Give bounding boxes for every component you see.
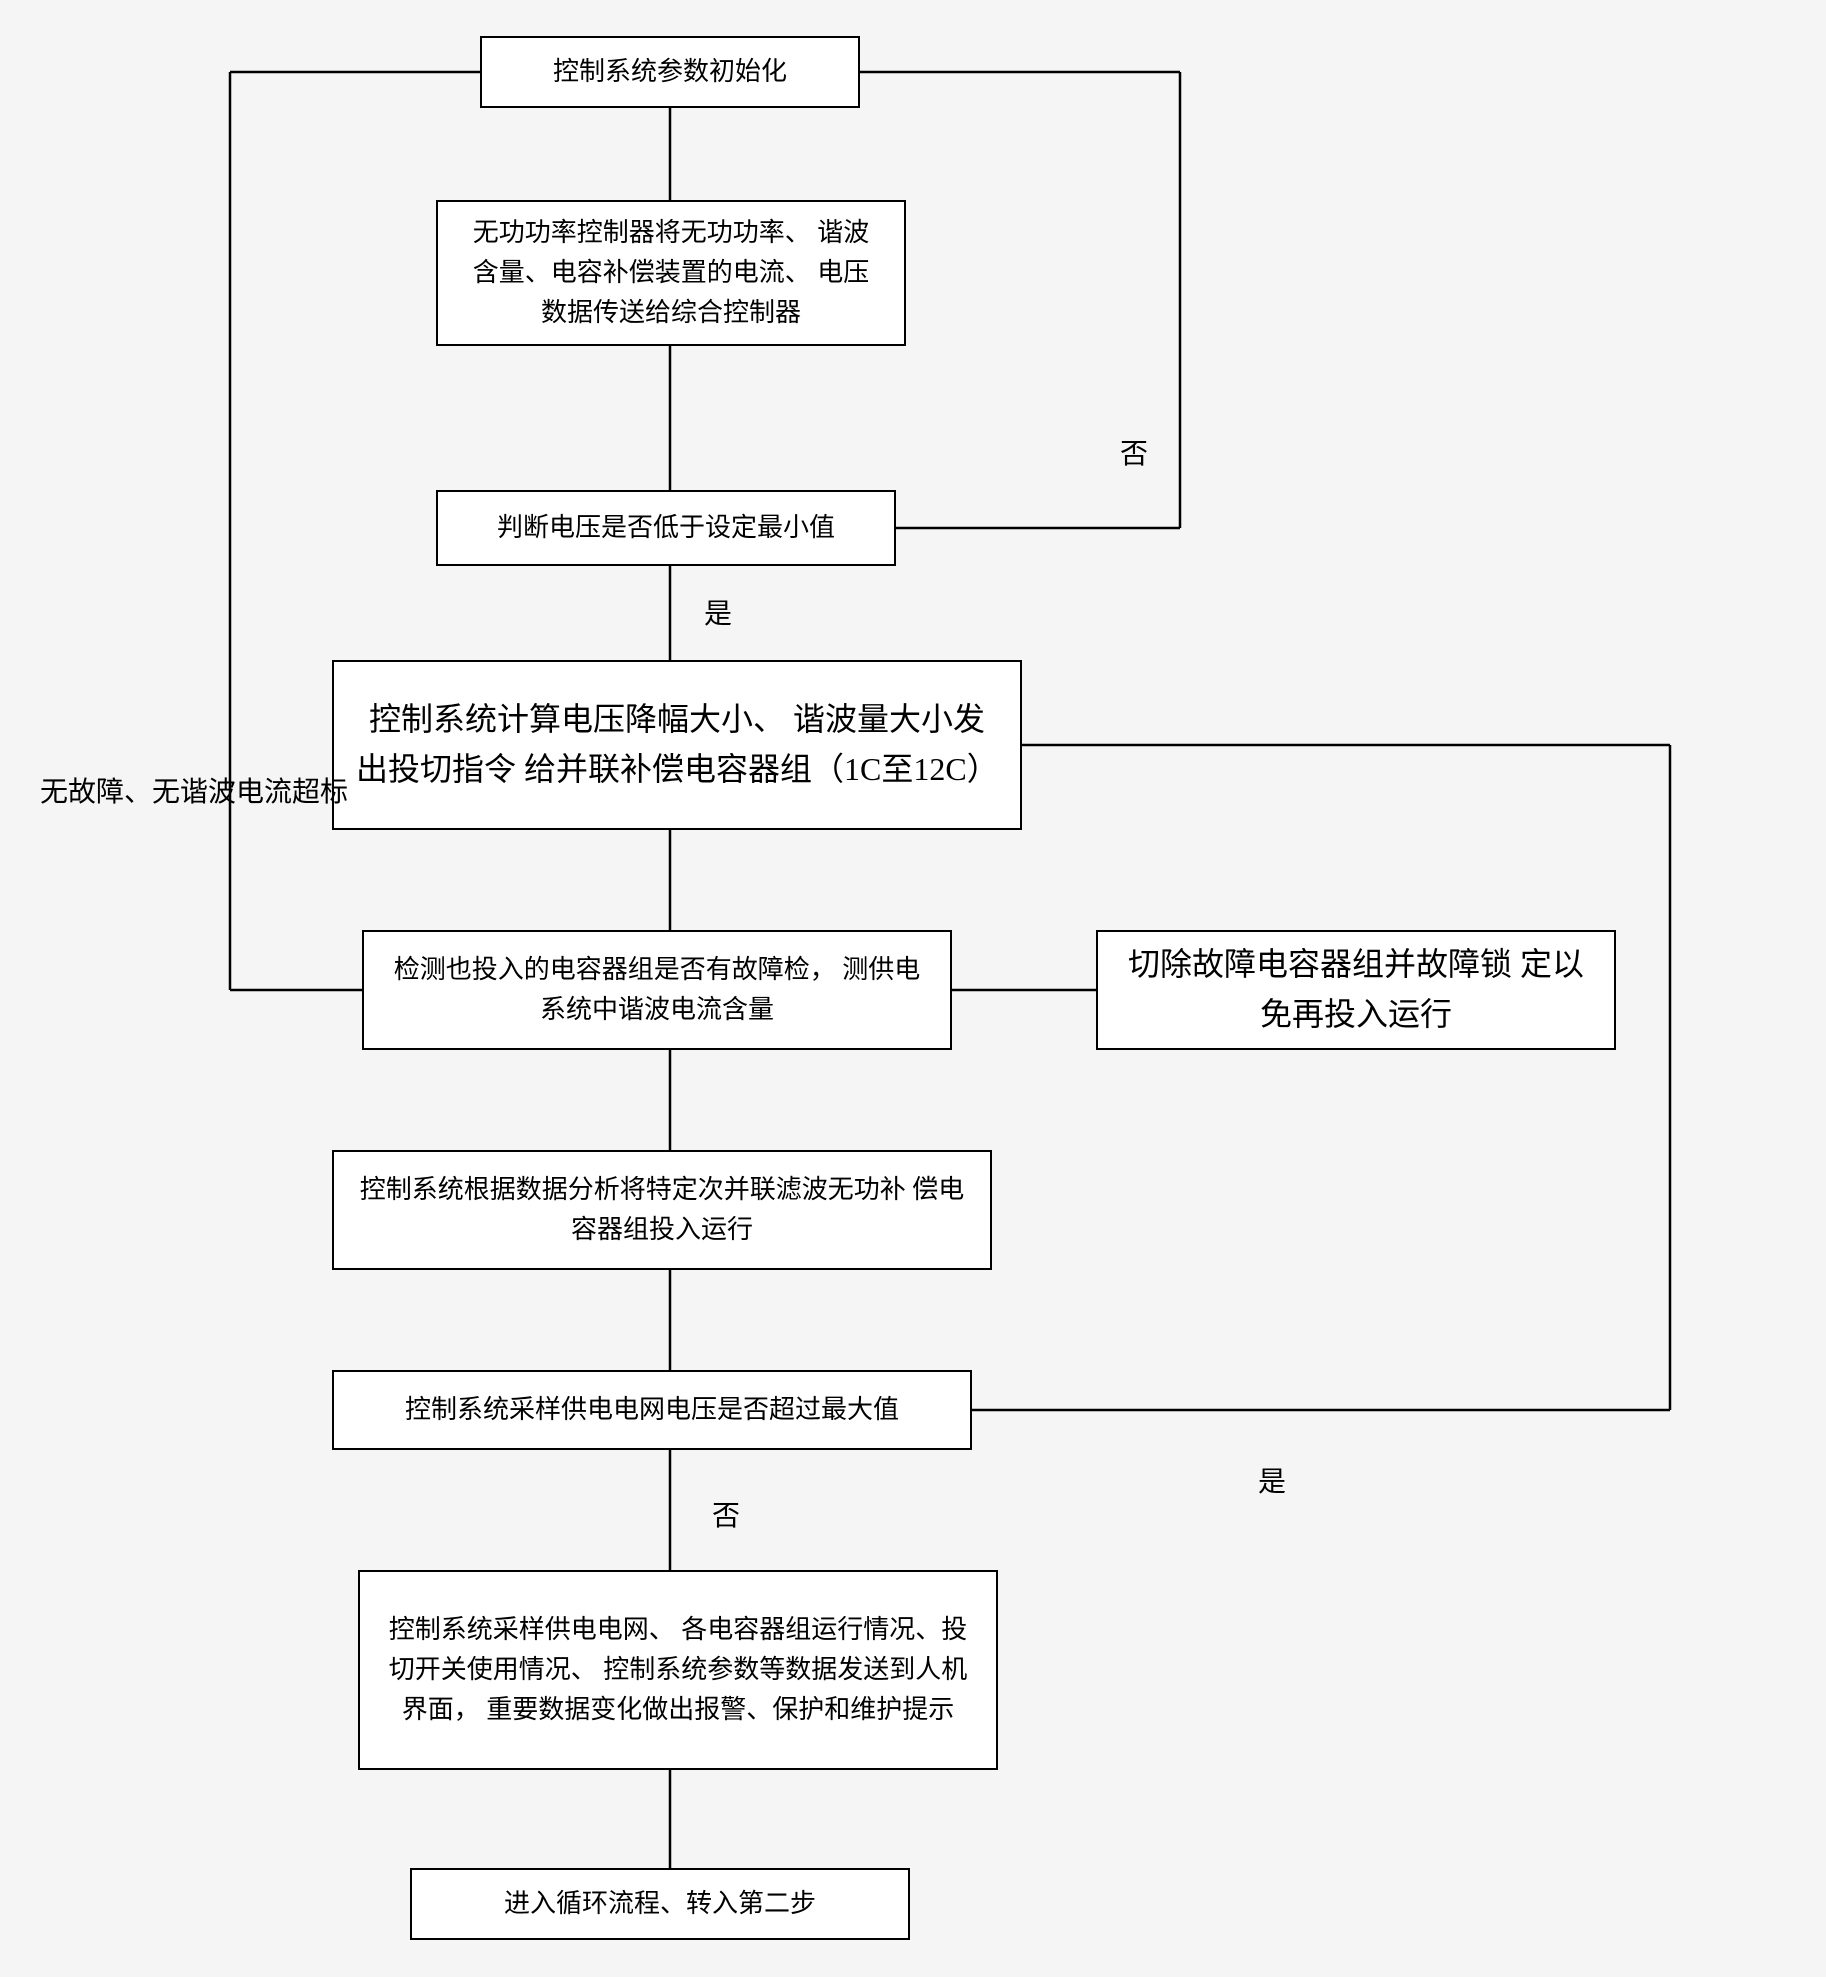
label-no-bottom: 否 [712, 1494, 740, 1534]
node-send-data: 无功功率控制器将无功功率、 谐波含量、电容补偿装置的电流、 电压数据传送给综合控… [436, 200, 906, 346]
node-voltage-max: 控制系统采样供电电网电压是否超过最大值 [332, 1370, 972, 1450]
node-fault-check: 检测也投入的电容器组是否有故障检， 测供电系统中谐波电流含量 [362, 930, 952, 1050]
label-yes-right: 是 [1258, 1460, 1286, 1500]
node-report: 控制系统采样供电电网、 各电容器组运行情况、投切开关使用情况、 控制系统参数等数… [358, 1570, 998, 1770]
node-issue-cmd: 控制系统计算电压降幅大小、 谐波量大小发出投切指令 给并联补偿电容器组（1C至1… [332, 660, 1022, 830]
node-voltage-check: 判断电压是否低于设定最小值 [436, 490, 896, 566]
node-filter-run: 控制系统根据数据分析将特定次并联滤波无功补 偿电容器组投入运行 [332, 1150, 992, 1270]
label-yes-mid: 是 [704, 592, 732, 632]
flowchart-canvas: 控制系统参数初始化 无功功率控制器将无功功率、 谐波含量、电容补偿装置的电流、 … [0, 0, 1826, 1977]
node-loop: 进入循环流程、转入第二步 [410, 1868, 910, 1940]
node-cut-fault: 切除故障电容器组并故障锁 定以免再投入运行 [1096, 930, 1616, 1050]
node-init: 控制系统参数初始化 [480, 36, 860, 108]
label-left-branch: 无故障、无谐波电流超标 [40, 770, 348, 810]
label-no-top: 否 [1120, 432, 1148, 472]
